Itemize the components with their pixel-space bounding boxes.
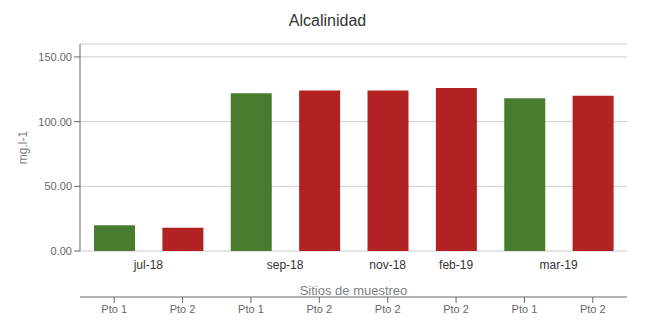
svg-text:jul-18: jul-18 (133, 258, 164, 272)
svg-text:Sitios de muestreo: Sitios de muestreo (300, 283, 408, 298)
svg-text:sep-18: sep-18 (267, 258, 304, 272)
svg-text:Pto 2: Pto 2 (170, 303, 196, 315)
svg-text:Pto 1: Pto 1 (238, 303, 264, 315)
svg-text:Pto 1: Pto 1 (512, 303, 538, 315)
svg-text:mg.l-1: mg.l-1 (16, 131, 30, 165)
svg-text:0.00: 0.00 (51, 245, 72, 257)
svg-text:mar-19: mar-19 (540, 258, 578, 272)
svg-text:Pto 2: Pto 2 (375, 303, 401, 315)
svg-text:Pto 1: Pto 1 (101, 303, 127, 315)
html-text:Alcalinidad: Alcalinidad (288, 12, 367, 29)
svg-text:Pto 2: Pto 2 (580, 303, 606, 315)
svg-text:nov-18: nov-18 (369, 258, 406, 272)
svg-text:feb-19: feb-19 (439, 258, 473, 272)
svg-text:Pto 2: Pto 2 (306, 303, 332, 315)
svg-text:50.00: 50.00 (44, 180, 72, 192)
svg-text:100.00: 100.00 (38, 116, 72, 128)
svg-text:Pto 2: Pto 2 (443, 303, 469, 315)
svg-text:150.00: 150.00 (38, 51, 72, 63)
